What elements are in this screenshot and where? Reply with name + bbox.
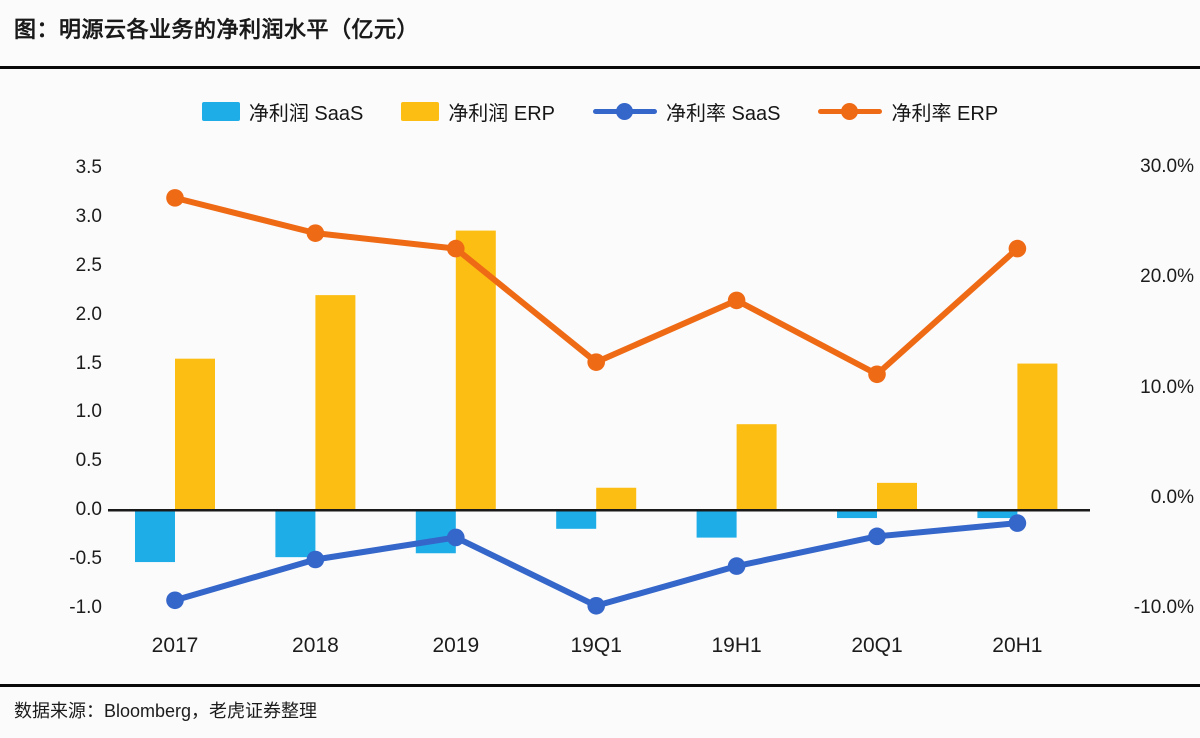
data-source: 数据来源：Bloomberg，老虎证券整理 [14,701,318,721]
bar-saas-2018 [275,510,316,558]
erp-line-swatch-icon [818,101,883,122]
saas-margin-point-20q1 [868,527,886,546]
left-axis-tick: 3.0 [75,205,102,227]
right-axis-tick: 0.0% [1150,486,1194,508]
x-label-2018: 2018 [292,634,339,657]
legend-item-net-profit-saas: 净利润 SaaS [201,97,364,126]
bar-erp-19h1 [736,424,777,511]
bar-saas-20h1 [977,510,1018,519]
erp-margin-line [172,194,1021,378]
bar-erp-2019 [455,230,496,511]
legend-item-net-profit-erp: 净利润 ERP [401,97,555,126]
chart-title: 图：明源云各业务的净利润水平（亿元） [14,17,420,42]
left-axis-tick: 0.0 [75,499,102,521]
x-label-19h1: 19H1 [711,634,762,657]
erp-margin-point-20q1 [868,365,886,384]
bar-erp-19q1 [596,487,637,511]
saas-margin-point-2017 [166,591,184,610]
erp-margin-point-19h1 [727,291,746,310]
left-axis-tick: -1.0 [69,597,102,618]
left-axis-tick: -0.5 [69,548,102,570]
x-label-20q1: 20Q1 [851,634,903,657]
legend-label-net-margin-saas: 净利率 SaaS [666,103,781,125]
right-axis-tick: 10.0% [1140,376,1194,398]
legend-item-net-margin-erp: 净利率 ERP [818,97,998,126]
bar-saas-2017 [135,510,175,563]
footer-divider [0,684,1200,687]
left-axis-tick: 0.5 [75,450,102,472]
erp-margin-point-2018 [306,224,325,242]
saas-margin-point-19q1 [587,596,605,615]
saas-line-swatch-icon [593,101,657,122]
x-label-19q1: 19Q1 [570,634,622,657]
right-axis-tick: 20.0% [1140,266,1194,288]
bar-erp-2017 [175,358,215,511]
legend-label-net-profit-erp: 净利润 ERP [448,103,555,125]
saas-margin-line [172,520,1021,609]
bar-erp-2018 [315,295,356,511]
bar-saas-19h1 [696,510,737,538]
left-axis-tick: 1.0 [75,401,102,423]
bar-saas-20q1 [837,510,877,519]
bar-erp-20q1 [877,482,917,511]
legend: 净利润 SaaS 净利润 ERP 净利率 SaaS 净利率 ERP [0,97,1200,126]
right-axis-tick: 30.0% [1140,156,1194,177]
x-label-20h1: 20H1 [992,634,1043,657]
saas-margin-point-20h1 [1008,514,1027,532]
left-axis-tick: 2.5 [75,254,102,276]
legend-label-net-margin-erp: 净利率 ERP [891,103,999,125]
left-axis-tick: 2.0 [75,303,102,325]
bar-erp-20h1 [1017,363,1058,511]
erp-margin-point-2019 [447,239,465,258]
erp-margin-point-19q1 [587,353,605,371]
erp-margin-point-20h1 [1008,239,1027,258]
left-axis-tick: 1.5 [75,352,102,374]
right-axis-tick: -10.0% [1133,597,1194,618]
saas-margin-point-19h1 [727,557,746,575]
x-label-2019: 2019 [432,634,480,657]
title-divider [0,66,1200,69]
erp-bar-swatch-icon [401,102,440,121]
bar-saas-2019 [415,510,456,554]
x-label-2017: 2017 [151,634,199,657]
legend-label-net-profit-saas: 净利润 SaaS [248,103,364,125]
saas-margin-point-2018 [306,550,325,569]
left-axis-tick: 3.5 [75,157,102,178]
saas-margin-point-2019 [447,528,465,547]
saas-bar-swatch-icon [201,102,240,121]
erp-margin-point-2017 [166,189,184,207]
bar-saas-19q1 [556,510,597,529]
legend-item-net-margin-saas: 净利率 SaaS [593,97,780,126]
